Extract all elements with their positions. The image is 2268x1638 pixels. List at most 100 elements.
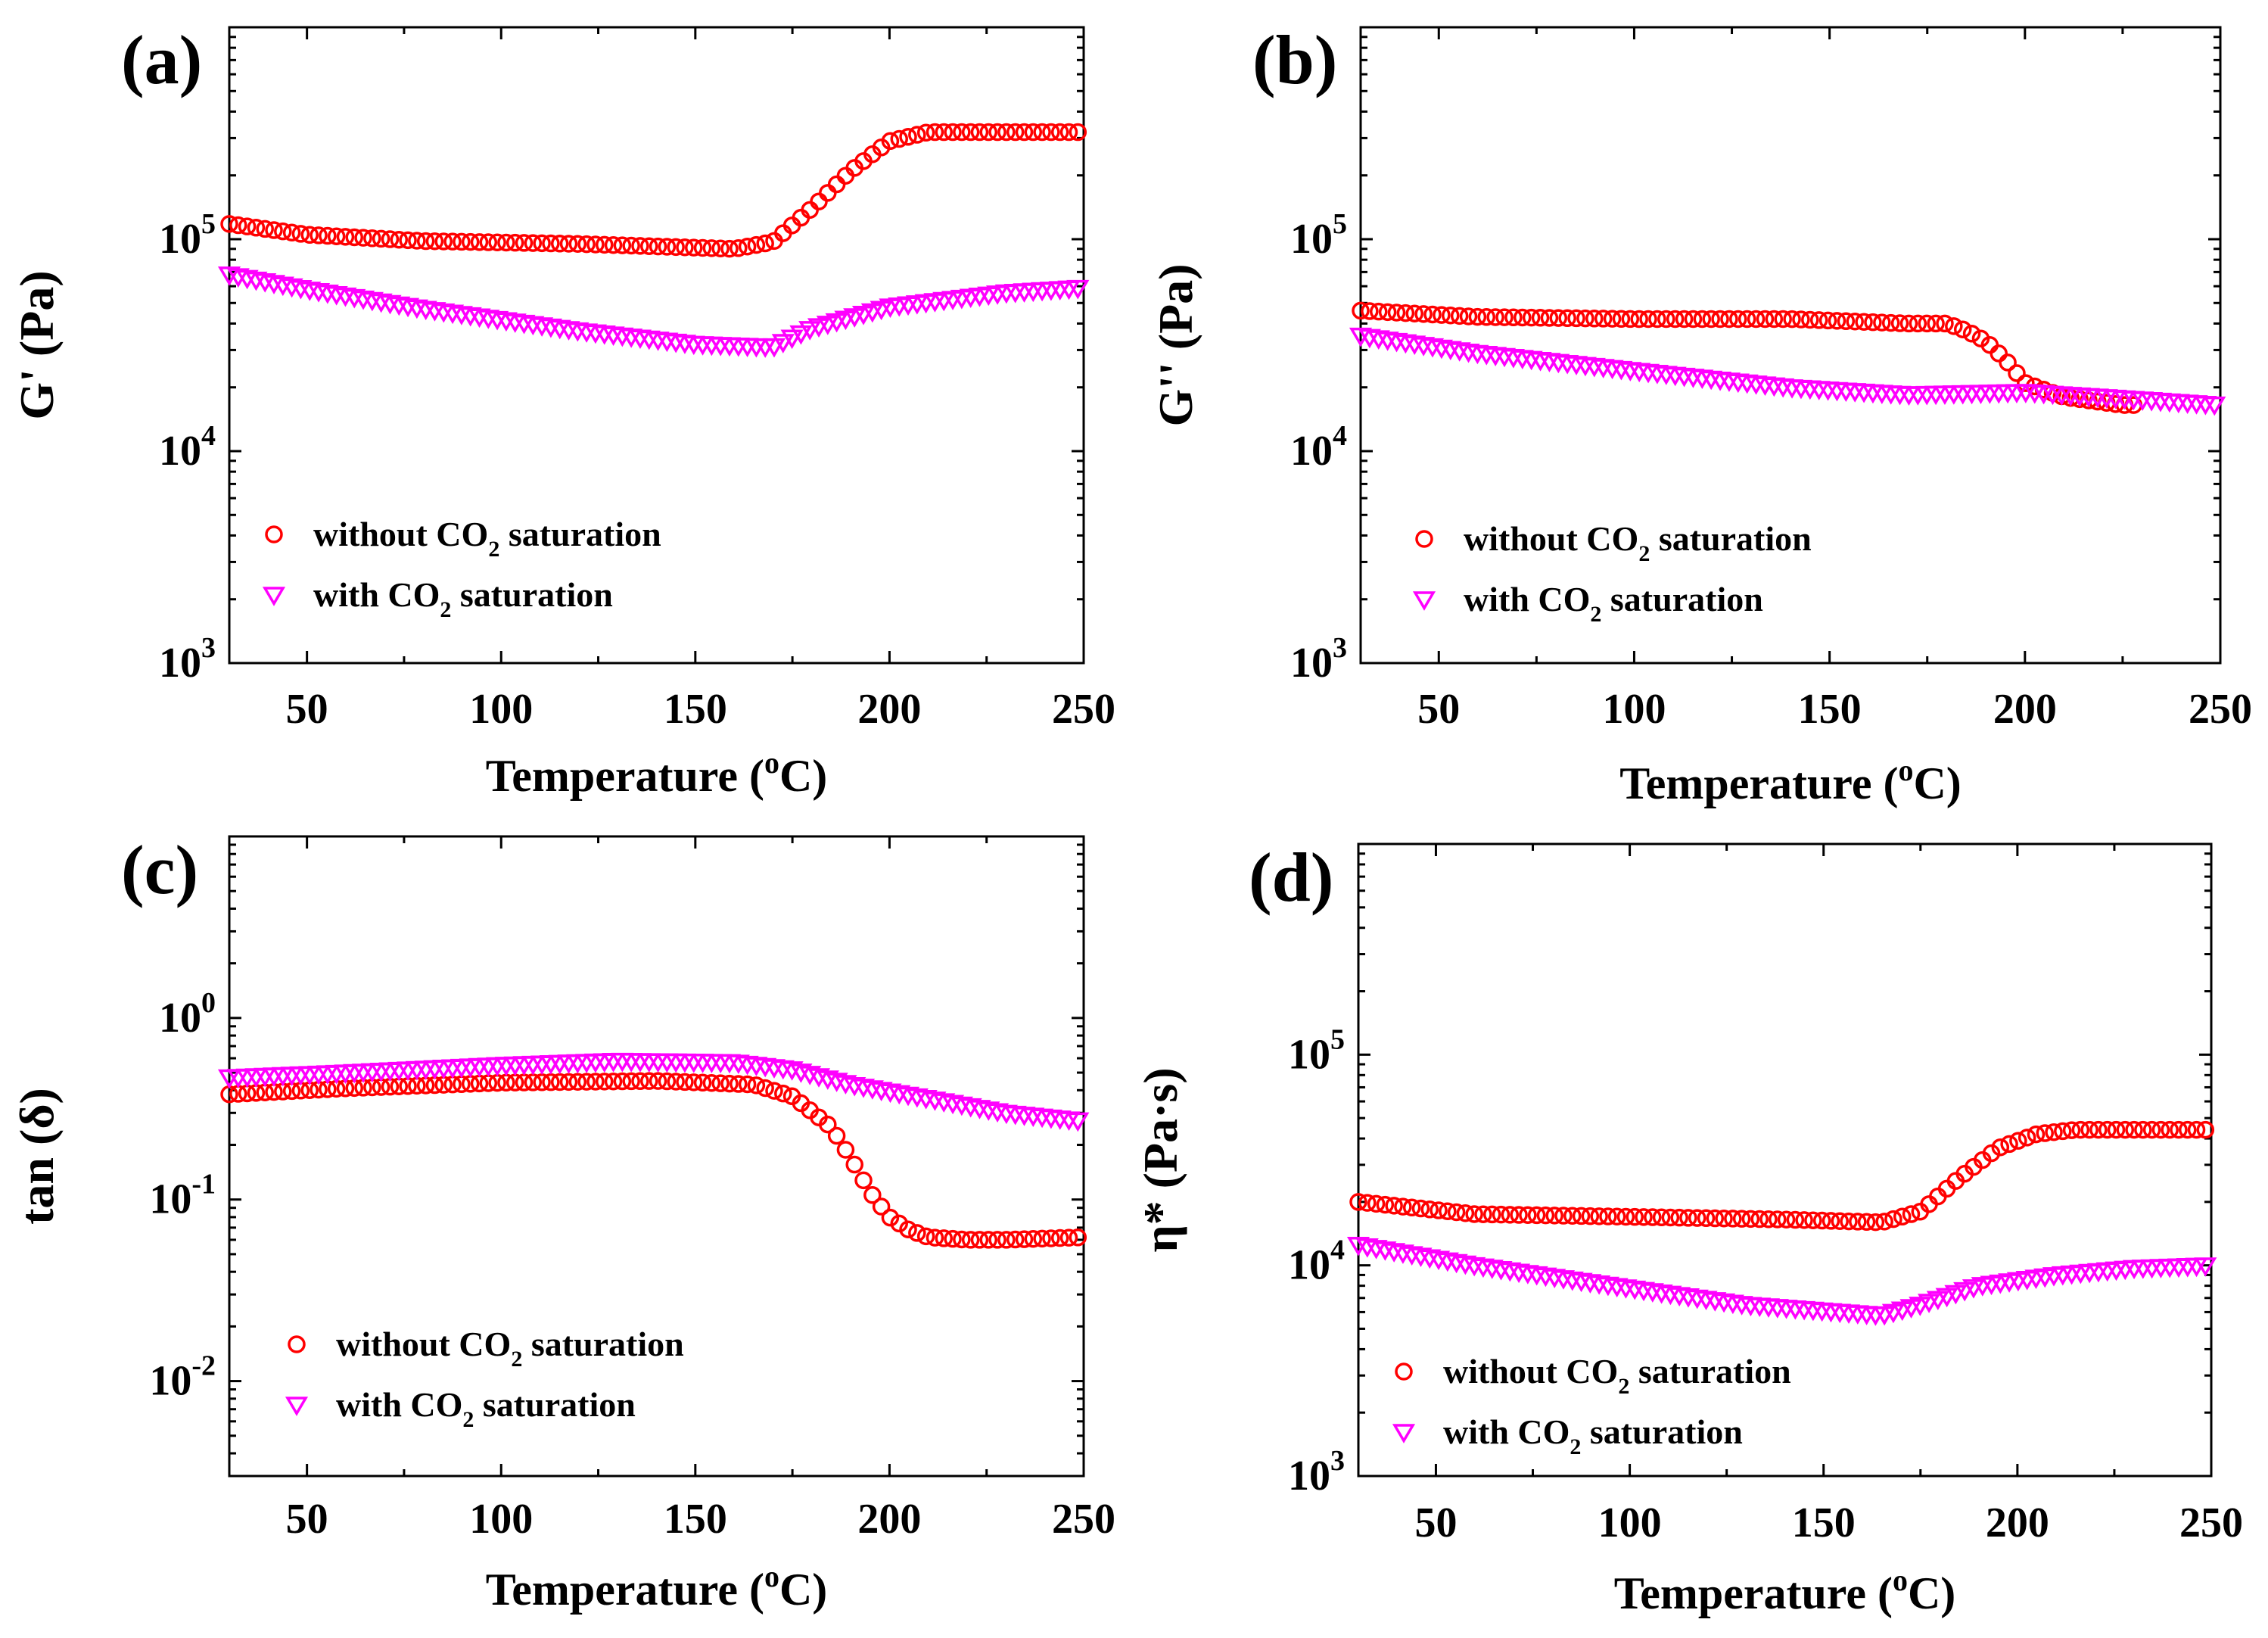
data-point [1675,310,1694,329]
data-point [2080,1120,2098,1139]
legend-marker [262,587,286,606]
data-point [425,232,444,251]
data-point [738,1075,757,1094]
data-point [1376,1195,1395,1214]
data-point [1420,1200,1439,1219]
x-tick-label: 50 [286,686,328,733]
data-point [798,321,822,341]
data-point [738,237,757,256]
data-point [2142,1120,2161,1139]
data-point [1724,1210,1742,1228]
data-point [2027,1125,2046,1144]
data-point [1750,1210,1769,1228]
data-point [711,239,730,257]
data-point [916,123,935,142]
data-point [1006,1230,1025,1249]
x-tick-label: 100 [1598,1499,1662,1546]
data-point [2054,1122,2072,1141]
data-point [238,217,257,235]
legend-marker [265,525,283,543]
data-point [1706,1209,1725,1228]
data-point [908,1224,926,1242]
data-point [685,1073,703,1091]
data-point [676,1073,694,1091]
data-point [1527,1206,1546,1225]
data-point [1352,301,1370,320]
legend-label: with CO2 saturation [336,1385,636,1432]
series-with-co2 [1346,1236,2217,1326]
data-point [890,129,908,148]
data-point [416,232,435,251]
data-point [595,235,614,254]
data-point [899,1220,917,1238]
data-point [1514,308,1532,327]
data-point [1394,1197,1412,1216]
data-point [1648,310,1666,329]
data-point [908,126,926,144]
data-point [354,229,372,247]
data-point [1804,1211,1822,1229]
data-point [1846,313,1864,331]
data-point [2008,364,2026,382]
data-point [1024,123,1043,142]
data-point [1006,123,1025,142]
data-point [730,1075,748,1093]
data-point [2098,1120,2117,1139]
data-point [1884,1210,1902,1228]
legend-marker [1395,1362,1413,1381]
x-axis-label: Temperature (oC) [1614,1563,1956,1618]
series-without-co2 [1349,1120,2215,1232]
data-point [220,215,238,233]
legend-label: without CO2 saturation [1464,519,1812,566]
data-point [1349,1193,1367,1211]
data-point [300,226,319,244]
data-point [1447,1203,1466,1222]
chart-panel-b: 50 100 150 200 250 103 104 105 (b) G'' (Pa) Temper… [1149,21,2252,808]
data-point [345,228,363,247]
data-point [282,223,301,242]
data-point [506,233,524,252]
data-point [1684,310,1703,329]
data-point [1679,1209,1697,1227]
data-point [586,1073,605,1091]
data-point [1945,317,1963,335]
data-point [1881,313,1900,332]
data-point [1465,1205,1483,1223]
data-point [363,229,381,248]
data-point [1747,310,1766,329]
data-point [1715,1209,1733,1228]
x-tick-label: 150 [664,1496,727,1543]
data-point [1855,313,1873,331]
data-point [2062,1121,2081,1139]
data-point [559,1073,578,1091]
data-point [1652,1208,1671,1227]
data-point [899,128,917,146]
data-point [2009,1132,2027,1150]
data-point [1777,1210,1796,1228]
data-point [819,1115,837,1134]
data-point [1468,307,1487,326]
data-point [247,219,266,237]
x-axis-label: Temperature (oC) [486,746,828,801]
data-point [1899,314,1918,333]
data-point [2170,1120,2188,1139]
data-point [577,235,596,254]
data-point [1015,123,1034,142]
x-tick-label: 150 [1798,686,1862,733]
data-point [827,1126,846,1145]
data-point [1849,1213,1867,1231]
data-point [1510,1206,1528,1224]
data-point [604,1072,623,1091]
data-point [881,1208,900,1227]
data-point [1902,1205,1921,1223]
data-point [1864,313,1882,332]
y-tick-label: 103 [1290,632,1347,687]
data-point [2179,1120,2197,1139]
plot-frame [228,835,1085,1478]
data-point [1370,302,1388,321]
data-point [524,234,543,252]
data-point [1953,320,1972,338]
data-point [1630,310,1648,329]
data-point [1450,307,1469,325]
